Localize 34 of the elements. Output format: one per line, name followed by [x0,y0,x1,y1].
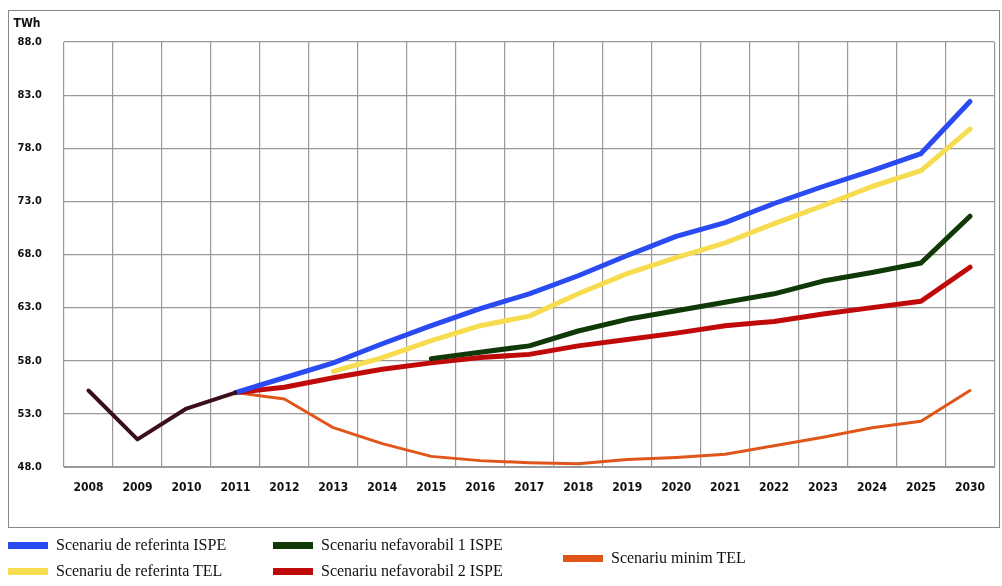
legend-label: Scenariu de referinta TEL [56,562,223,580]
legend-label: Scenariu nefavorabil 2 ISPE [321,562,503,580]
x-tick-label: 2010 [171,480,202,495]
x-tick-label: 2018 [563,480,594,495]
x-tick-label: 2022 [759,480,790,495]
y-tick-label: 88.0 [17,34,43,48]
x-tick-label: 2017 [514,480,545,495]
y-tick-label: 53.0 [17,406,43,420]
x-tick-label: 2025 [905,480,937,495]
x-tick-label: 2019 [612,480,643,495]
x-tick-label: 2015 [416,480,447,495]
legend-label: Scenariu nefavorabil 1 ISPE [321,536,503,554]
x-tick-label: 2016 [465,480,496,495]
y-tick-label: 63.0 [17,300,43,314]
x-tick-label: 2020 [661,480,692,495]
y-tick-label: 68.0 [17,247,43,261]
x-tick-label: 2013 [318,480,349,495]
x-tick-label: 2009 [122,480,153,495]
x-tick-label: 2011 [220,480,251,495]
x-tick-label: 2012 [269,480,300,495]
x-tick-label: 2014 [367,480,398,495]
y-tick-label: 73.0 [17,194,43,208]
legend-label: Scenariu minim TEL [611,549,746,567]
y-axis-title: TWh [13,16,41,31]
y-tick-label: 78.0 [17,141,43,155]
x-tick-label: 2021 [710,480,741,495]
y-tick-label: 48.0 [17,459,43,473]
x-tick-label: 2024 [857,480,888,495]
y-tick-label: 58.0 [17,353,43,367]
x-tick-label: 2008 [73,480,104,495]
x-tick-label: 2023 [808,480,839,495]
y-tick-label: 83.0 [17,87,43,101]
x-tick-label: 2030 [954,480,985,495]
legend-label: Scenariu de referinta ISPE [56,536,227,554]
